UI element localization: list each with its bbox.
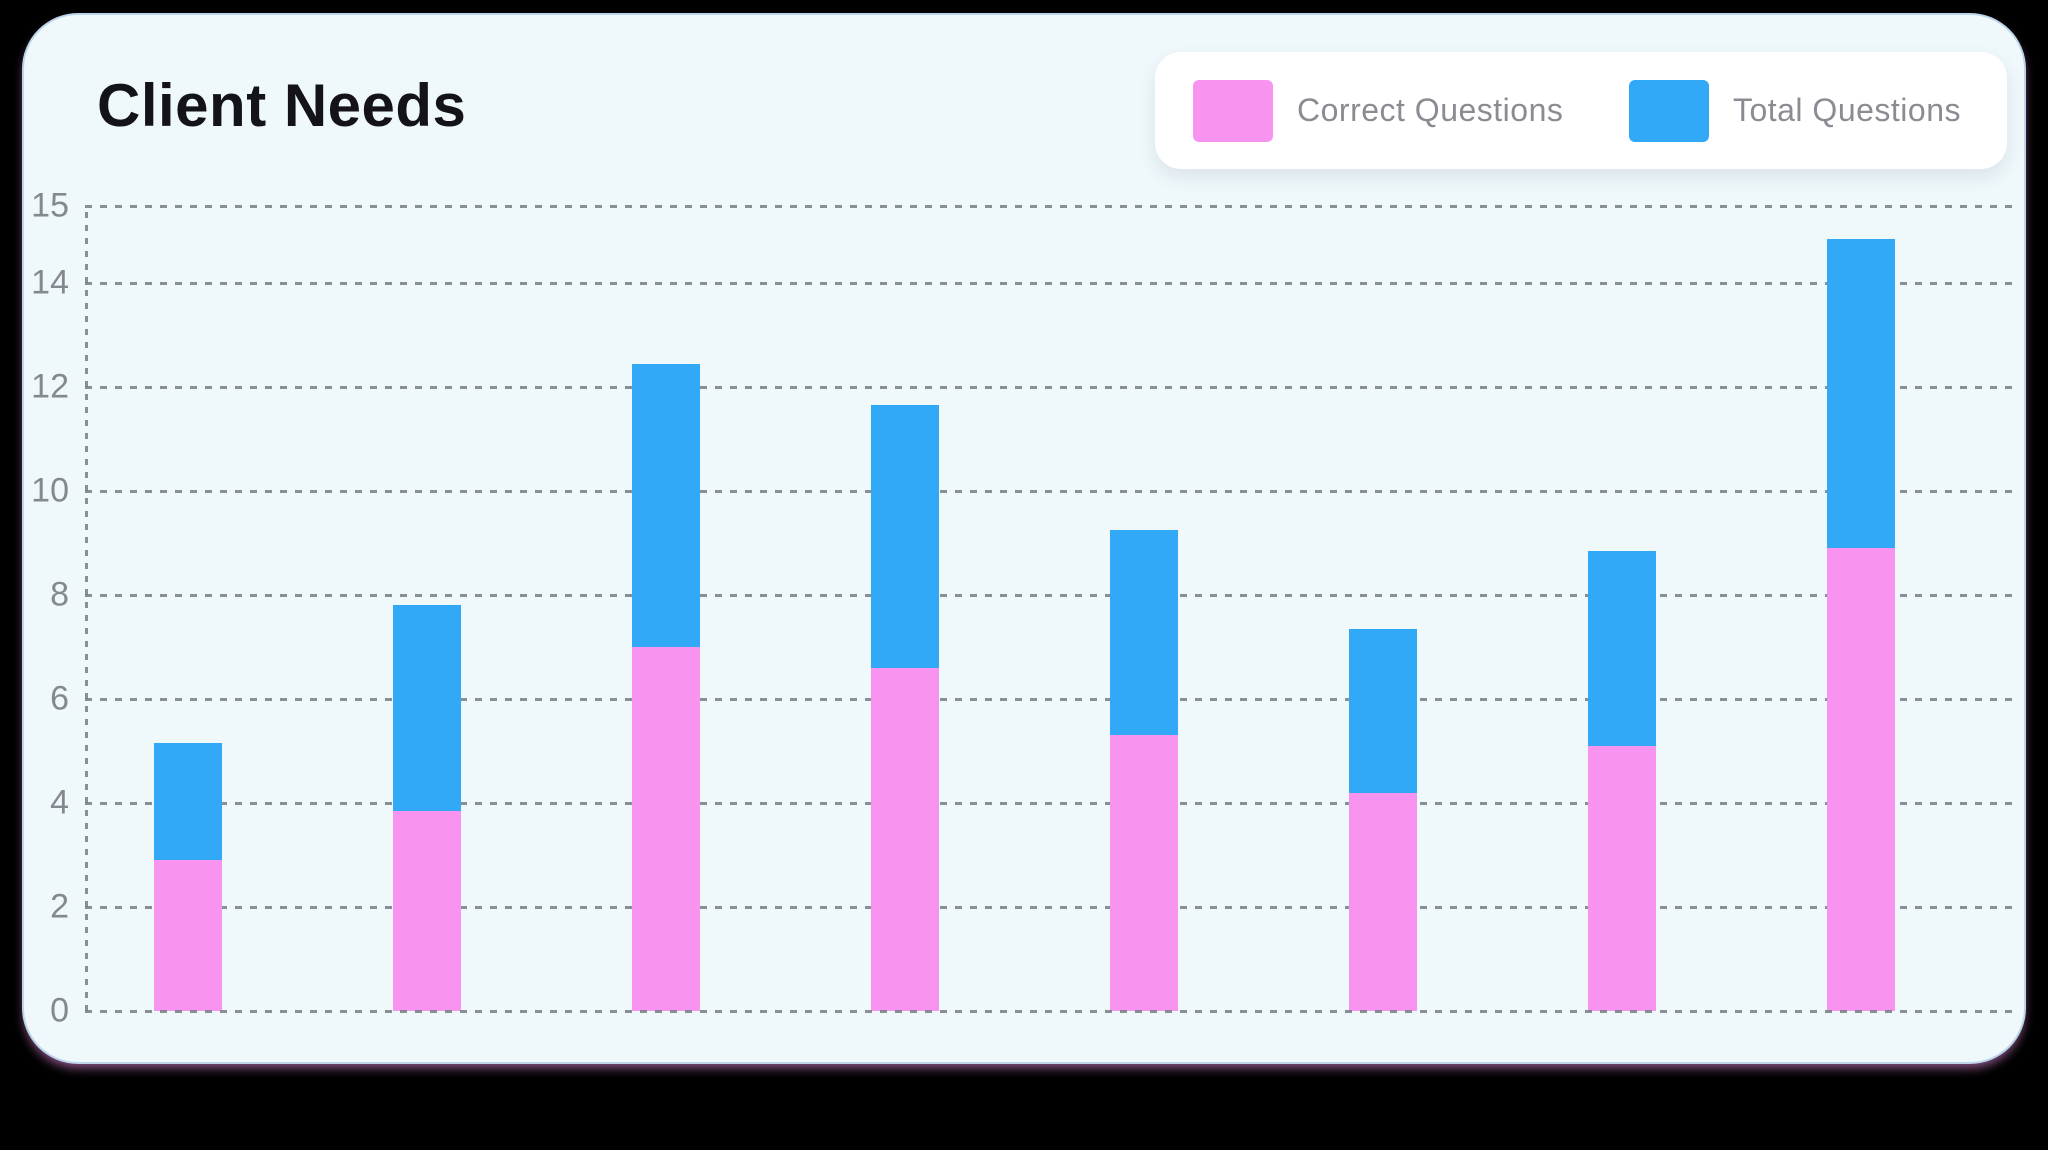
legend-label-correct-questions: Correct Questions xyxy=(1297,92,1564,128)
bar-segment-correct-questions xyxy=(1827,548,1895,1011)
y-axis-tick-label: 8 xyxy=(50,575,69,614)
bar-segment-total-questions xyxy=(871,405,939,668)
y-axis-tick-label: 4 xyxy=(50,783,69,822)
y-axis-tick-label: 0 xyxy=(50,991,69,1030)
gridline-y6 xyxy=(85,698,2014,701)
gridline-y15 xyxy=(85,205,2014,208)
bar-segment-correct-questions xyxy=(871,667,939,1011)
bar-segment-total-questions xyxy=(1588,550,1656,746)
plot-area: 15 14 12 10 8 6 4 2 0 xyxy=(31,187,2014,1030)
legend-swatch-blue-icon xyxy=(1628,79,1709,142)
bar-segment-correct-questions xyxy=(393,810,461,1011)
y-axis-tick-label: 14 xyxy=(31,263,69,302)
y-axis-tick-label: 6 xyxy=(50,679,69,718)
gridline-y0 xyxy=(85,1010,2014,1013)
bar-segment-total-questions xyxy=(1827,238,1895,549)
gridline-y14 xyxy=(85,282,2014,285)
bar-segment-correct-questions xyxy=(1349,792,1417,1011)
chart-card: Client Needs Correct Questions Total Que… xyxy=(22,13,2026,1064)
bar-segment-total-questions xyxy=(154,743,222,861)
bar-segment-total-questions xyxy=(393,605,461,811)
y-axis-tick-label: 15 xyxy=(31,186,69,225)
legend: Correct Questions Total Questions xyxy=(1155,52,2007,169)
bar-segment-correct-questions xyxy=(632,647,700,1011)
y-axis-line xyxy=(85,206,88,1011)
bar-segment-total-questions xyxy=(1110,530,1178,736)
y-axis-tick-label: 10 xyxy=(31,471,69,510)
legend-item-total-questions[interactable]: Total Questions xyxy=(1628,79,1961,142)
bar-segment-total-questions xyxy=(632,363,700,647)
bar-segment-total-questions xyxy=(1349,628,1417,793)
y-axis-tick-label: 2 xyxy=(50,887,69,926)
legend-item-correct-questions[interactable]: Correct Questions xyxy=(1193,79,1564,142)
chart-title: Client Needs xyxy=(97,72,467,139)
legend-swatch-pink-icon xyxy=(1193,79,1273,142)
bar-segment-correct-questions xyxy=(1588,745,1656,1011)
y-axis-tick-label: 12 xyxy=(31,367,69,406)
bar-segment-correct-questions xyxy=(154,860,222,1011)
gridline-y8 xyxy=(85,594,2014,597)
gridline-y2 xyxy=(85,906,2014,909)
bar-segment-correct-questions xyxy=(1110,735,1178,1011)
legend-label-total-questions: Total Questions xyxy=(1732,92,1961,128)
gridline-y4 xyxy=(85,802,2014,805)
gridline-y12 xyxy=(85,386,2014,389)
gridline-y10 xyxy=(85,490,2014,493)
